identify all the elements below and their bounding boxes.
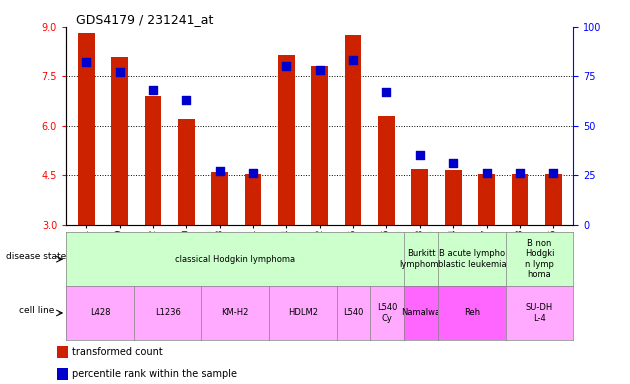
Bar — [111, 56, 128, 225]
Point — [115, 69, 125, 75]
Text: L540: L540 — [343, 308, 364, 318]
Point — [215, 168, 225, 174]
Text: disease state: disease state — [6, 252, 67, 261]
Bar — [512, 174, 529, 225]
Bar — [211, 172, 228, 225]
Bar — [78, 33, 94, 225]
Point — [415, 152, 425, 159]
Text: cell line: cell line — [19, 306, 54, 315]
Text: SU-DH
L-4: SU-DH L-4 — [526, 303, 553, 323]
Bar — [545, 174, 561, 225]
Point — [481, 170, 491, 176]
Text: KM-H2: KM-H2 — [222, 308, 249, 318]
Bar — [244, 174, 261, 225]
Point — [282, 63, 292, 70]
Text: B non
Hodgki
n lymp
homa: B non Hodgki n lymp homa — [525, 239, 554, 279]
Bar — [345, 35, 362, 225]
Point — [515, 170, 525, 176]
Bar — [144, 96, 161, 225]
Bar — [411, 169, 428, 225]
Text: transformed count: transformed count — [72, 347, 163, 357]
Point — [248, 170, 258, 176]
Text: Burkitt
lymphoma: Burkitt lymphoma — [399, 250, 444, 269]
Bar — [57, 368, 68, 380]
Point — [548, 170, 558, 176]
Point — [348, 58, 358, 64]
Point — [148, 87, 158, 93]
Point — [381, 89, 391, 95]
Point — [81, 60, 91, 66]
Text: percentile rank within the sample: percentile rank within the sample — [72, 369, 238, 379]
Text: L428: L428 — [89, 308, 110, 318]
Text: Reh: Reh — [464, 308, 480, 318]
Bar — [57, 346, 68, 358]
Bar — [278, 55, 295, 225]
Text: B acute lympho
blastic leukemia: B acute lympho blastic leukemia — [438, 250, 506, 269]
Text: HDLM2: HDLM2 — [288, 308, 318, 318]
Bar — [445, 170, 462, 225]
Point — [315, 67, 325, 73]
Point — [181, 97, 192, 103]
Bar — [178, 119, 195, 225]
Text: L1236: L1236 — [154, 308, 181, 318]
Text: GDS4179 / 231241_at: GDS4179 / 231241_at — [76, 13, 214, 26]
Bar — [378, 116, 395, 225]
Text: L540
Cy: L540 Cy — [377, 303, 398, 323]
Bar — [478, 174, 495, 225]
Text: Namalwa: Namalwa — [401, 308, 441, 318]
Text: classical Hodgkin lymphoma: classical Hodgkin lymphoma — [175, 255, 295, 264]
Point — [448, 160, 458, 166]
Bar — [311, 66, 328, 225]
